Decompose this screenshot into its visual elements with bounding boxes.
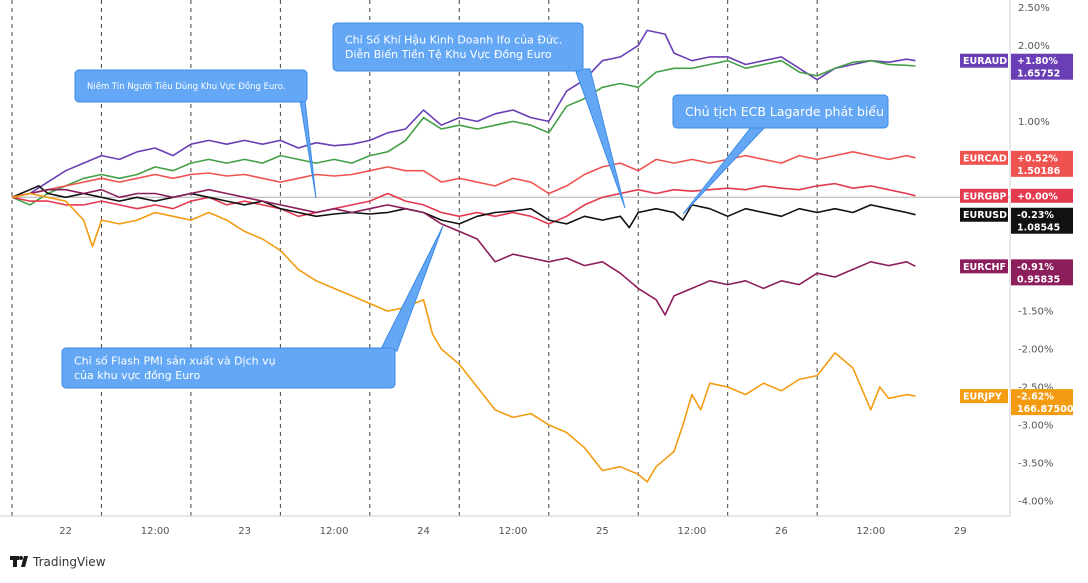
- x-tick-label: 12:00: [141, 526, 170, 537]
- x-tick-label: 12:00: [320, 526, 349, 537]
- series-name: EURAUD: [963, 56, 1007, 67]
- series-name-tag: [960, 207, 1008, 222]
- series-name: EURGBP: [963, 191, 1007, 202]
- series-price: 1.65752: [1017, 69, 1060, 80]
- series-price: 0.95835: [1017, 274, 1060, 285]
- callout-box: [332, 22, 584, 72]
- x-tick-label: 24: [417, 526, 430, 537]
- series-change: -2.62%: [1017, 392, 1054, 403]
- series-label-eurusd: EURUSD -0.23% 1.08545: [960, 207, 1073, 234]
- tradingview-logo-icon[interactable]: [10, 556, 28, 567]
- callout-box: [61, 347, 396, 389]
- series-line-eurjpy: [11, 192, 916, 483]
- series-price: 1.50186: [1017, 166, 1061, 177]
- y-tick-label: -1.50%: [1018, 307, 1053, 318]
- series-name: EURCAD: [963, 153, 1007, 164]
- series-price: 166.87500: [1017, 404, 1074, 415]
- series-value-tag: [1011, 207, 1073, 234]
- series-label-eurcad: EURCAD +0.52% 1.50186: [960, 150, 1073, 177]
- series-name-tag: [960, 389, 1008, 404]
- callout-line: Chỉ số Flash PMI sản xuất và Dịch vụ: [74, 355, 276, 368]
- series-value-tag: [1011, 150, 1073, 177]
- callout-text: Chủ tịch ECB Lagarde phát biểu: [685, 104, 884, 119]
- callout-line: của khu vực đồng Euro: [74, 369, 200, 382]
- x-axis: 22 12:00 23 12:00 24 12:00 25 12:00 26 12:00 29: [0, 515, 1010, 537]
- series-name-tag: [960, 188, 1008, 203]
- series-line-euraud: [11, 29, 916, 199]
- callout-line: Chỉ Số Khí Hậu Kinh Doanh Ifo của Đức.: [345, 34, 562, 47]
- y-tick-label: -2.50%: [1018, 383, 1053, 394]
- series-name-tag: [960, 259, 1008, 274]
- series-change: +0.52%: [1017, 153, 1058, 164]
- series-name-tag: [960, 53, 1008, 68]
- series-price: 1.08545: [1017, 223, 1060, 234]
- series-name: EURCHF: [963, 262, 1006, 273]
- x-tick-label: 12:00: [499, 526, 528, 537]
- y-tick-label: 1.00%: [1018, 117, 1050, 128]
- series-line-eurcad: [11, 151, 916, 199]
- x-tick-label: 26: [775, 526, 788, 537]
- y-tick-label: -2.00%: [1018, 345, 1053, 356]
- callout-text: Niềm Tin Người Tiêu Dùng Khu Vực Đồng Eu…: [87, 81, 285, 92]
- series-name: EURUSD: [963, 210, 1007, 221]
- annotations: Niềm Tin Người Tiêu Dùng Khu Vực Đồng Eu…: [61, 22, 889, 389]
- x-tick-label: 22: [59, 526, 72, 537]
- callout-2: Chủ tịch ECB Lagarde phát biểu: [672, 94, 889, 215]
- y-tick-label: 2.00%: [1018, 41, 1050, 52]
- series-line-eurchf: [11, 188, 916, 316]
- y-tick-label: 2.50%: [1018, 3, 1050, 14]
- series-line-eurusd: [11, 185, 916, 229]
- x-tick-label: 23: [238, 526, 251, 537]
- series-lines: [11, 29, 916, 483]
- series-label-eurgbp: EURGBP +0.00%: [960, 188, 1073, 203]
- series-change: -0.23%: [1017, 210, 1054, 221]
- series-value-tag: [1011, 188, 1073, 203]
- series-change: +0.00%: [1017, 191, 1058, 202]
- callout-0: Niềm Tin Người Tiêu Dùng Khu Vực Đồng Eu…: [74, 69, 317, 199]
- x-tick-label: 29: [954, 526, 967, 537]
- callout-line: Chủ tịch ECB Lagarde phát biểu: [685, 104, 884, 119]
- series-name-tag: [960, 150, 1008, 165]
- x-tick-label: 12:00: [677, 526, 706, 537]
- series-line-eurgbp: [11, 182, 916, 225]
- callout-line: Niềm Tin Người Tiêu Dùng Khu Vực Đồng Eu…: [87, 81, 285, 92]
- series-label-eurjpy: EURJPY -2.62%166.87500: [960, 389, 1074, 416]
- series-label-eurchf: EURCHF -0.91%0.95835: [960, 259, 1073, 286]
- series-value-tag: [1011, 259, 1073, 286]
- series-value-tag: [1011, 389, 1073, 416]
- callout-box: [672, 94, 889, 129]
- x-tick-label: 12:00: [856, 526, 885, 537]
- x-tick-label: 25: [596, 526, 609, 537]
- y-tick-label: -4.00%: [1018, 496, 1053, 507]
- callout-text: Chỉ số Flash PMI sản xuất và Dịch vụ của …: [74, 355, 276, 382]
- y-tick-label: -3.50%: [1018, 458, 1053, 469]
- callout-line: Diễn Biến Tiền Tệ Khu Vực Đồng Euro: [345, 48, 552, 61]
- y-tick-label: -3.00%: [1018, 420, 1053, 431]
- callout-1: Chỉ Số Khí Hậu Kinh Doanh Ifo của Đức. Di…: [332, 22, 626, 209]
- callout-box: [74, 69, 308, 103]
- brand-name[interactable]: TradingView: [32, 555, 106, 569]
- callout-3: Chỉ số Flash PMI sản xuất và Dịch vụ của …: [61, 225, 444, 389]
- callout-text: Chỉ Số Khí Hậu Kinh Doanh Ifo của Đức. Di…: [345, 34, 562, 61]
- series-name: EURJPY: [963, 392, 1002, 403]
- series-label-euraud: EURAUD +1.80% 1.65752: [960, 53, 1073, 80]
- series-change: +1.80%: [1017, 56, 1058, 67]
- series-value-tag: [1011, 53, 1073, 80]
- session-breaks: [11, 0, 818, 516]
- series-change: -0.91%: [1017, 262, 1054, 273]
- series-line-eurnzd: [11, 59, 916, 206]
